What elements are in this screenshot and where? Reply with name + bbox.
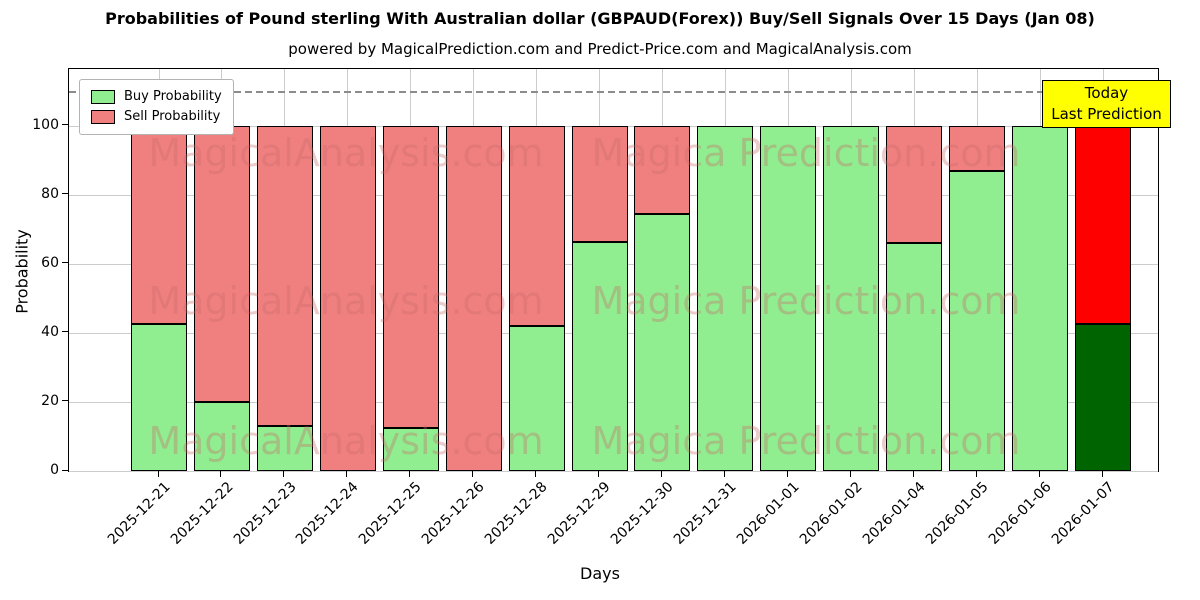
x-tick-mark xyxy=(472,471,474,477)
bar-segment-buy xyxy=(571,241,628,471)
y-tick-label: 40 xyxy=(41,323,59,340)
x-tick-label: 2026-01-01 xyxy=(733,479,803,548)
x-tick-mark xyxy=(535,471,537,477)
x-tick-mark xyxy=(1101,471,1103,477)
x-tick-mark xyxy=(786,471,788,477)
x-tick-label: 2026-01-04 xyxy=(859,479,929,548)
x-tick-label: 2026-01-05 xyxy=(922,479,992,548)
y-tick-mark xyxy=(62,469,68,471)
x-tick-label: 2026-01-07 xyxy=(1048,479,1118,548)
bar-segment-buy xyxy=(1075,324,1131,471)
legend: Buy Probability Sell Probability xyxy=(79,79,234,135)
x-tick-mark xyxy=(723,471,725,477)
x-tick-mark xyxy=(346,471,348,477)
y-tick-mark xyxy=(62,400,68,402)
bar-segment-sell xyxy=(382,125,439,428)
x-tick-label: 2025-12-28 xyxy=(482,479,551,548)
x-tick-label: 2025-12-30 xyxy=(607,479,677,548)
legend-item-buy: Buy Probability xyxy=(91,87,222,107)
chart-title: Probabilities of Pound sterling With Aus… xyxy=(105,9,1095,28)
y-tick-label: 20 xyxy=(41,392,59,409)
bar-segment-buy xyxy=(949,170,1006,471)
bar-segment-sell xyxy=(445,125,502,471)
bar-segment-sell xyxy=(131,125,187,325)
x-tick-mark xyxy=(283,471,285,477)
x-tick-label: 2026-01-02 xyxy=(796,479,866,548)
x-tick-label: 2025-12-31 xyxy=(670,479,740,548)
bar-segment-buy xyxy=(886,243,943,471)
y-tick-label: 0 xyxy=(50,462,59,478)
x-tick-mark xyxy=(409,471,411,477)
y-tick-label: 80 xyxy=(41,185,59,202)
bar-segment-buy xyxy=(697,125,754,471)
bar-segment-buy xyxy=(823,125,880,471)
x-tick-mark xyxy=(598,471,600,477)
x-tick-label: 2025-12-24 xyxy=(293,479,363,548)
x-tick-label: 2025-12-25 xyxy=(356,479,426,548)
y-tick-label: 60 xyxy=(41,254,59,271)
bar-segment-sell xyxy=(886,125,943,244)
bar-segment-buy xyxy=(382,427,439,471)
bar-segment-buy xyxy=(760,125,817,471)
bar-segment-sell xyxy=(571,125,628,242)
dashed-threshold-line xyxy=(69,91,1158,93)
bar-segment-buy xyxy=(634,213,691,471)
chart-subtitle: powered by MagicalPrediction.com and Pre… xyxy=(288,40,912,58)
annotation-line1: Today xyxy=(1084,84,1129,102)
x-tick-mark xyxy=(660,471,662,477)
x-tick-label: 2025-12-26 xyxy=(419,479,488,548)
x-tick-mark xyxy=(220,471,222,477)
legend-label-sell: Sell Probability xyxy=(124,109,221,124)
x-tick-label: 2025-12-22 xyxy=(167,479,237,548)
x-tick-label: 2025-12-21 xyxy=(104,479,174,548)
x-tick-label: 2025-12-29 xyxy=(545,479,614,548)
bar-segment-sell xyxy=(634,125,691,214)
y-tick-mark xyxy=(62,193,68,195)
bar-segment-sell xyxy=(193,125,250,402)
bar-segment-buy xyxy=(508,326,565,471)
x-tick-mark xyxy=(975,471,977,477)
x-tick-mark xyxy=(1038,471,1040,477)
y-tick-label: 100 xyxy=(32,116,59,133)
buy-probability-swatch xyxy=(91,90,115,104)
bar-segment-buy xyxy=(256,426,313,471)
x-tick-mark xyxy=(912,471,914,477)
horizontal-gridline xyxy=(69,471,1158,472)
x-tick-label: 2026-01-06 xyxy=(985,479,1055,548)
bar-segment-sell xyxy=(319,125,376,471)
bar-segment-buy xyxy=(131,324,187,471)
x-axis-label: Days xyxy=(580,564,620,583)
today-annotation: Today Last Prediction xyxy=(1042,80,1171,128)
x-tick-label: 2025-12-23 xyxy=(230,479,300,548)
x-tick-mark xyxy=(157,471,159,477)
bar-segment-sell xyxy=(949,125,1006,171)
legend-label-buy: Buy Probability xyxy=(124,89,222,104)
sell-probability-swatch xyxy=(91,110,115,124)
legend-item-sell: Sell Probability xyxy=(91,107,222,127)
bar-segment-buy xyxy=(1012,125,1069,471)
x-tick-mark xyxy=(849,471,851,477)
bar-segment-sell xyxy=(508,125,565,327)
bar-segment-buy xyxy=(193,401,250,471)
y-tick-mark xyxy=(62,331,68,333)
bar-segment-sell xyxy=(256,125,313,427)
bar-segment-sell xyxy=(1075,125,1131,325)
y-tick-mark xyxy=(62,124,68,126)
y-tick-mark xyxy=(62,262,68,264)
annotation-line2: Last Prediction xyxy=(1051,105,1162,123)
